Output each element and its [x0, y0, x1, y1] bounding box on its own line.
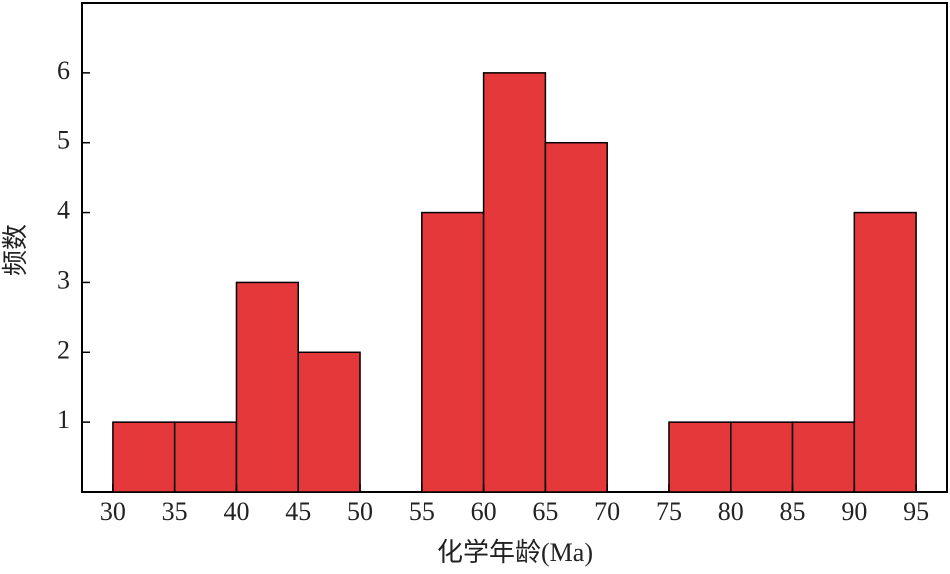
x-tick-label: 50: [347, 497, 373, 526]
bar: [421, 211, 485, 493]
x-tick-label: 45: [285, 497, 311, 526]
x-tick-label: 60: [471, 497, 497, 526]
x-axis-label: 化学年龄(Ma): [437, 538, 593, 567]
bar: [791, 421, 856, 493]
bar: [853, 211, 917, 493]
x-tick-label: 65: [532, 497, 558, 526]
x-tick-label: 85: [780, 497, 806, 526]
bar: [235, 281, 299, 493]
bar: [668, 421, 732, 493]
y-tick-label: 6: [57, 56, 70, 85]
y-tick-label: 5: [57, 126, 70, 155]
y-tick-label: 4: [57, 196, 70, 225]
x-tick-label: 55: [409, 497, 435, 526]
bar: [730, 421, 794, 493]
x-tick-label: 30: [100, 497, 126, 526]
y-tick-label: 3: [57, 265, 70, 294]
x-tick-label: 90: [841, 497, 867, 526]
x-tick-label: 40: [223, 497, 249, 526]
bar: [544, 141, 608, 493]
x-tick-label: 95: [903, 497, 929, 526]
bar: [482, 72, 547, 493]
bar: [297, 351, 361, 493]
x-tick-label: 35: [162, 497, 188, 526]
x-tick-label: 75: [656, 497, 682, 526]
x-tick-label: 80: [718, 497, 744, 526]
bar: [173, 421, 238, 493]
y-tick-label: 2: [57, 335, 70, 364]
y-tick-label: 1: [57, 405, 70, 434]
bar: [112, 421, 176, 493]
x-tick-label: 70: [594, 497, 620, 526]
y-axis-label: 频数: [1, 224, 30, 276]
